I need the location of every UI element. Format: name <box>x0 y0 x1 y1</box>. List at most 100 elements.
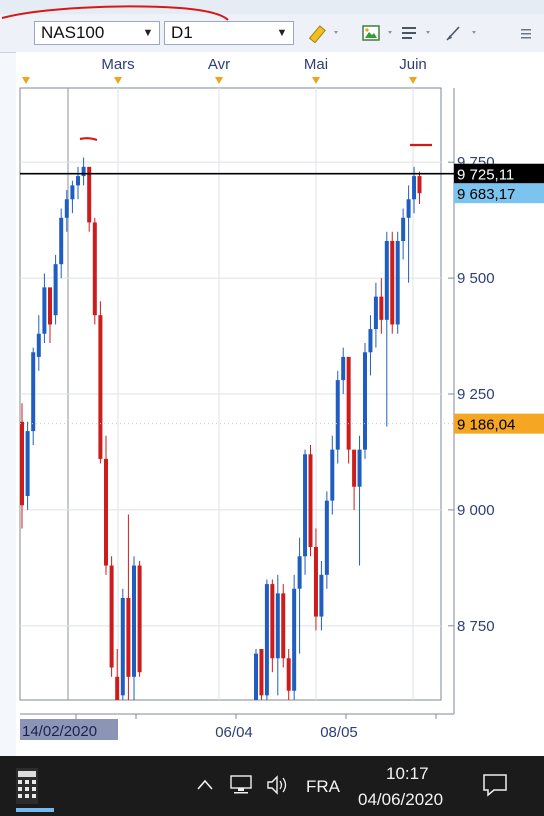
candle-body <box>390 241 395 325</box>
candle-body <box>31 352 36 432</box>
price-chart[interactable]: Mars Avr Mai Juin 9 750 9 500 9 250 9 000 8 750 9… <box>16 52 544 756</box>
date-label: 14/02/2020 <box>22 723 97 740</box>
active-app-indicator <box>16 808 54 812</box>
candle-body <box>401 217 406 241</box>
candle-body <box>275 593 280 659</box>
candle-body <box>53 264 58 316</box>
y-tick-label: 9 250 <box>457 386 495 403</box>
candle-body <box>259 649 264 696</box>
candle-body <box>292 588 297 691</box>
price-label-box <box>454 183 544 204</box>
notification-icon[interactable] <box>482 772 508 798</box>
candle-body <box>59 217 64 265</box>
candle-body <box>384 241 389 320</box>
candle-body <box>308 454 313 547</box>
y-tick-label: 8 750 <box>457 618 495 635</box>
candle-body <box>98 315 103 459</box>
candle-body <box>379 296 384 320</box>
price-label-box <box>454 163 544 184</box>
menu-icon-svg <box>521 29 531 39</box>
image-icon[interactable] <box>356 22 400 44</box>
chevron-down-icon[interactable]: ▼ <box>142 27 154 39</box>
windows-taskbar: FRA 10:17 04/06/2020 <box>0 756 544 816</box>
month-marker-icon <box>312 77 320 84</box>
candle-body <box>303 454 308 557</box>
month-marker-icon <box>114 77 122 84</box>
candle-body <box>281 593 286 659</box>
candle-body <box>357 449 362 487</box>
pen-icon-svg <box>446 26 476 41</box>
candle-body <box>126 598 131 677</box>
ruler-icon-svg <box>308 25 338 43</box>
candle-body <box>137 565 142 673</box>
y-tick-label: 9 500 <box>457 270 495 287</box>
candle-body <box>254 653 258 700</box>
price-label: 9 186,04 <box>457 417 515 434</box>
candle-body <box>109 565 114 668</box>
candle-body <box>406 199 411 218</box>
language-indicator[interactable]: FRA <box>306 777 340 796</box>
candle-body <box>412 176 417 200</box>
candle-body <box>20 421 24 506</box>
red-underline-annotation <box>1 5 229 21</box>
candle-body <box>286 658 291 691</box>
candle-body <box>48 287 52 325</box>
candle-body <box>324 500 329 575</box>
y-tick-label: 9 000 <box>457 502 495 519</box>
candle-body <box>25 431 30 496</box>
chevron-up-icon[interactable] <box>196 778 214 792</box>
volume-icon[interactable] <box>266 774 292 796</box>
month-label: Mai <box>304 56 328 73</box>
month-label: Avr <box>208 56 230 73</box>
date-label: 08/05 <box>320 724 358 741</box>
month-marker-icon <box>409 77 417 84</box>
candle-body <box>417 176 422 194</box>
candle-body <box>120 598 125 696</box>
timeframe-value: D1 <box>171 23 193 42</box>
candle-body <box>313 547 318 617</box>
candle-body <box>346 356 351 450</box>
candle-body <box>87 166 92 223</box>
ruler-icon[interactable] <box>302 22 346 44</box>
candle-body <box>363 352 367 450</box>
month-label: Mars <box>101 56 134 73</box>
price-label-box <box>454 413 544 434</box>
list-icon-svg <box>402 27 430 39</box>
network-icon[interactable] <box>230 774 256 796</box>
calculator-icon[interactable] <box>16 768 38 804</box>
date-label: 06/04 <box>215 724 253 741</box>
month-marker-icon <box>215 77 223 84</box>
candle-body <box>42 287 47 334</box>
chevron-down-icon[interactable]: ▼ <box>276 27 288 39</box>
symbol-select[interactable]: NAS100 ▼ <box>34 21 160 45</box>
timeframe-select[interactable]: D1 ▼ <box>164 21 294 45</box>
symbol-value: NAS100 <box>41 23 105 42</box>
candle-body <box>330 449 335 501</box>
candle-body <box>297 556 302 589</box>
candle-body <box>352 449 357 487</box>
candle-body <box>76 176 80 186</box>
price-label: 9 683,17 <box>457 186 515 203</box>
menu-icon[interactable] <box>514 22 538 44</box>
candle-body <box>270 584 275 659</box>
candle-body <box>115 676 120 700</box>
price-label: 9 725,11 <box>457 167 514 184</box>
list-icon[interactable] <box>394 22 438 44</box>
candle-body <box>64 199 69 218</box>
clock-date[interactable]: 04/06/2020 <box>358 790 444 809</box>
candle-body <box>341 356 346 381</box>
candle-body <box>132 565 136 677</box>
date-label-box <box>20 719 118 740</box>
red-mark-annotation <box>79 137 98 142</box>
pen-icon[interactable] <box>440 22 484 44</box>
candle-body <box>319 574 324 617</box>
candle-body <box>335 380 340 450</box>
candle-body <box>92 222 97 316</box>
candle-body <box>81 166 86 177</box>
clock-time[interactable]: 10:17 <box>386 764 429 783</box>
candle-body <box>368 329 373 353</box>
candle-body <box>36 333 41 357</box>
candle-body <box>70 185 75 200</box>
image-icon-svg <box>362 25 392 41</box>
